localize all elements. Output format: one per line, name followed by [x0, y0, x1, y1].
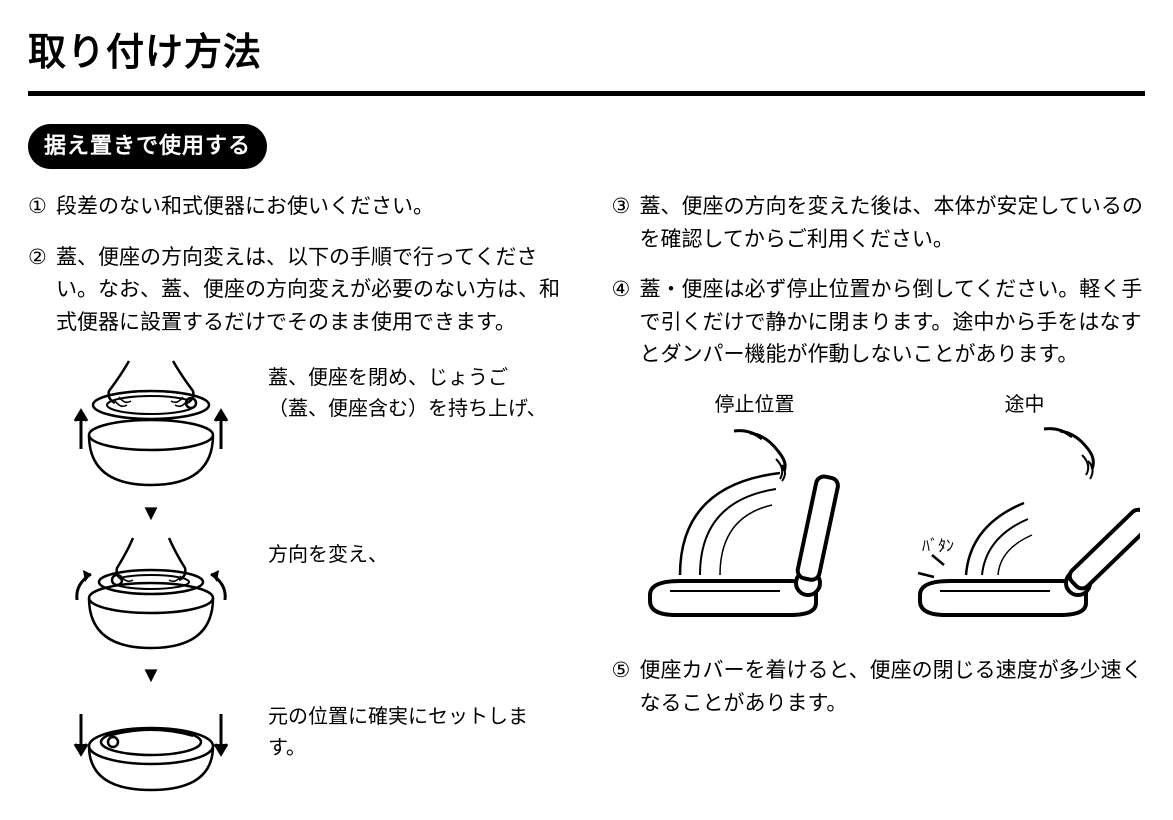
figure-row-3: 元の位置に確実にセットします。 [56, 696, 562, 796]
midway-slam-icon: ﾊﾞﾀﾝ [910, 425, 1140, 625]
main-title: 取り付け方法 [28, 24, 1145, 96]
step-text: 蓋、便座の方向変えは、以下の手順で行ってください。なお、蓋、便座の方向変えが必要… [56, 246, 560, 334]
step-5: ⑤ 便座カバーを着けると、便座の閉じる速度が多少速くなることがあります。 [612, 655, 1146, 720]
step-2-figures: 蓋、便座を閉め、じょうご（蓋、便座含む）を持ち上げ、 ▼ [28, 357, 562, 796]
two-column-layout: ① 段差のない和式便器にお使いください。 ② 蓋、便座の方向変えは、以下の手順で… [28, 191, 1145, 796]
label-midway: 途中 [910, 390, 1140, 421]
sfx-text: ﾊﾞﾀﾝ [922, 537, 954, 555]
figure-caption: 方向を変え、 [268, 534, 562, 571]
figure-row-2: 方向を変え、 [56, 534, 562, 654]
arrow-down-1: ▼ [56, 496, 246, 530]
lift-up-icon [61, 357, 241, 492]
step-text: 段差のない和式便器にお使いください。 [56, 195, 434, 218]
right-column: ③ 蓋、便座の方向を変えた後は、本体が安定しているのを確認してからご利用ください… [612, 191, 1146, 796]
chevron-down-icon: ▼ [56, 496, 246, 530]
step-3: ③ 蓋、便座の方向を変えた後は、本体が安定しているのを確認してからご利用ください… [612, 191, 1146, 256]
step-2: ② 蓋、便座の方向変えは、以下の手順で行ってください。なお、蓋、便座の方向変えが… [28, 242, 562, 340]
step-1: ① 段差のない和式便器にお使いください。 [28, 191, 562, 224]
figure-pair: ﾊﾞﾀﾝ [612, 425, 1146, 636]
step-number: ① [28, 191, 47, 224]
step-text: 蓋・便座は必ず停止位置から倒してください。軽く手で引くだけで静かに閉まります。途… [640, 278, 1143, 366]
figure-caption: 元の位置に確実にセットします。 [268, 696, 562, 764]
figure-stop-position [640, 425, 870, 636]
figure-lift-up [56, 357, 246, 492]
figure-labels: 停止位置 途中 [612, 390, 1146, 425]
figure-midway: ﾊﾞﾀﾝ [910, 425, 1140, 636]
figure-rotate [56, 534, 246, 654]
figure-set-down [56, 696, 246, 796]
label-stop-position: 停止位置 [640, 390, 870, 421]
step-number: ④ [612, 274, 631, 307]
stop-position-icon [640, 425, 870, 625]
rotate-icon [61, 534, 241, 654]
chevron-down-icon: ▼ [56, 658, 246, 692]
set-down-icon [61, 696, 241, 796]
step-4: ④ 蓋・便座は必ず停止位置から倒してください。軽く手で引くだけで静かに閉まります… [612, 274, 1146, 372]
step-number: ② [28, 242, 47, 275]
left-column: ① 段差のない和式便器にお使いください。 ② 蓋、便座の方向変えは、以下の手順で… [28, 191, 562, 796]
step-number: ③ [612, 191, 631, 224]
subtitle-pill: 据え置きで使用する [28, 124, 267, 169]
arrow-down-2: ▼ [56, 658, 246, 692]
step-text: 便座カバーを着けると、便座の閉じる速度が多少速くなることがあります。 [640, 659, 1143, 715]
step-number: ⑤ [612, 655, 631, 688]
figure-caption: 蓋、便座を閉め、じょうご（蓋、便座含む）を持ち上げ、 [268, 357, 562, 425]
figure-row-1: 蓋、便座を閉め、じょうご（蓋、便座含む）を持ち上げ、 [56, 357, 562, 492]
step-text: 蓋、便座の方向を変えた後は、本体が安定しているのを確認してからご利用ください。 [640, 195, 1143, 251]
